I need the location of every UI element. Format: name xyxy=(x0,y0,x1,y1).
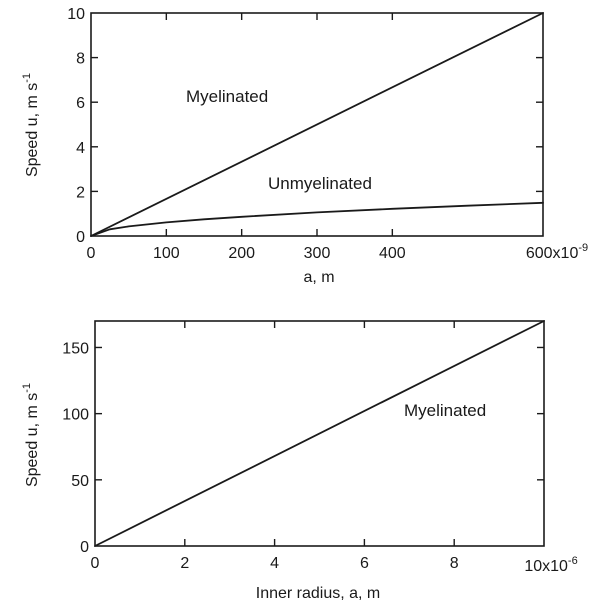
y-tick-label: 10 xyxy=(67,6,85,23)
y-tick-label: 6 xyxy=(76,95,85,112)
chart-bottom-tick-labels: 0 2 4 6 8 0 50 100 150 xyxy=(62,340,458,572)
chart-bottom: 0 2 4 6 8 0 50 100 150 10x10-6 Inner radius, a, … xyxy=(21,320,578,602)
annotation-unmyelinated-top: Unmyelinated xyxy=(268,174,372,193)
y-tick-label: 100 xyxy=(62,407,89,424)
chart-bottom-frame xyxy=(94,320,545,547)
x-tick-label: 300 xyxy=(304,245,331,262)
chart-bottom-lines xyxy=(94,320,545,547)
y-tick-label: 2 xyxy=(76,184,85,201)
chart-top-lines xyxy=(90,12,544,237)
series-line-myelinated xyxy=(94,320,545,547)
y-tick-label: 50 xyxy=(71,473,89,490)
chart-top-ticks xyxy=(91,13,543,236)
chart-top-x-axis-label: a, m xyxy=(303,269,334,286)
series-line-myelinated xyxy=(90,12,544,237)
chart-bottom-x-end-label: 10x10-6 xyxy=(524,555,577,575)
chart-top-y-axis-label: Speed u, m s-1 xyxy=(21,73,41,177)
x-tick-label: 400 xyxy=(379,245,406,262)
annotation-myelinated-top: Myelinated xyxy=(186,87,268,106)
x-tick-label: 4 xyxy=(270,555,279,572)
chart-top: 0 100 200 300 400 0 2 4 6 8 10 600x10-9 a, m Speed… xyxy=(21,6,588,286)
y-tick-label: 0 xyxy=(80,539,89,556)
y-tick-label: 0 xyxy=(76,229,85,246)
chart-bottom-ticks xyxy=(95,321,544,546)
x-tick-label: 100 xyxy=(153,245,180,262)
series-line-unmyelinated xyxy=(90,201,544,237)
chart-bottom-x-axis-label: Inner radius, a, m xyxy=(256,585,381,602)
y-tick-label: 8 xyxy=(76,51,85,68)
x-tick-label: 6 xyxy=(360,555,369,572)
y-tick-label: 150 xyxy=(62,340,89,357)
chart-top-x-end-label: 600x10-9 xyxy=(526,242,588,262)
annotation-myelinated-bottom: Myelinated xyxy=(404,401,486,420)
chart-bottom-y-axis-label: Speed u, m s-1 xyxy=(21,383,41,487)
y-tick-label: 4 xyxy=(76,140,85,157)
x-tick-label: 8 xyxy=(450,555,459,572)
x-tick-label: 200 xyxy=(228,245,255,262)
x-tick-label: 0 xyxy=(91,555,100,572)
x-tick-label: 2 xyxy=(180,555,189,572)
chart-top-tick-labels: 0 100 200 300 400 0 2 4 6 8 10 xyxy=(67,6,406,262)
x-tick-label: 0 xyxy=(87,245,96,262)
